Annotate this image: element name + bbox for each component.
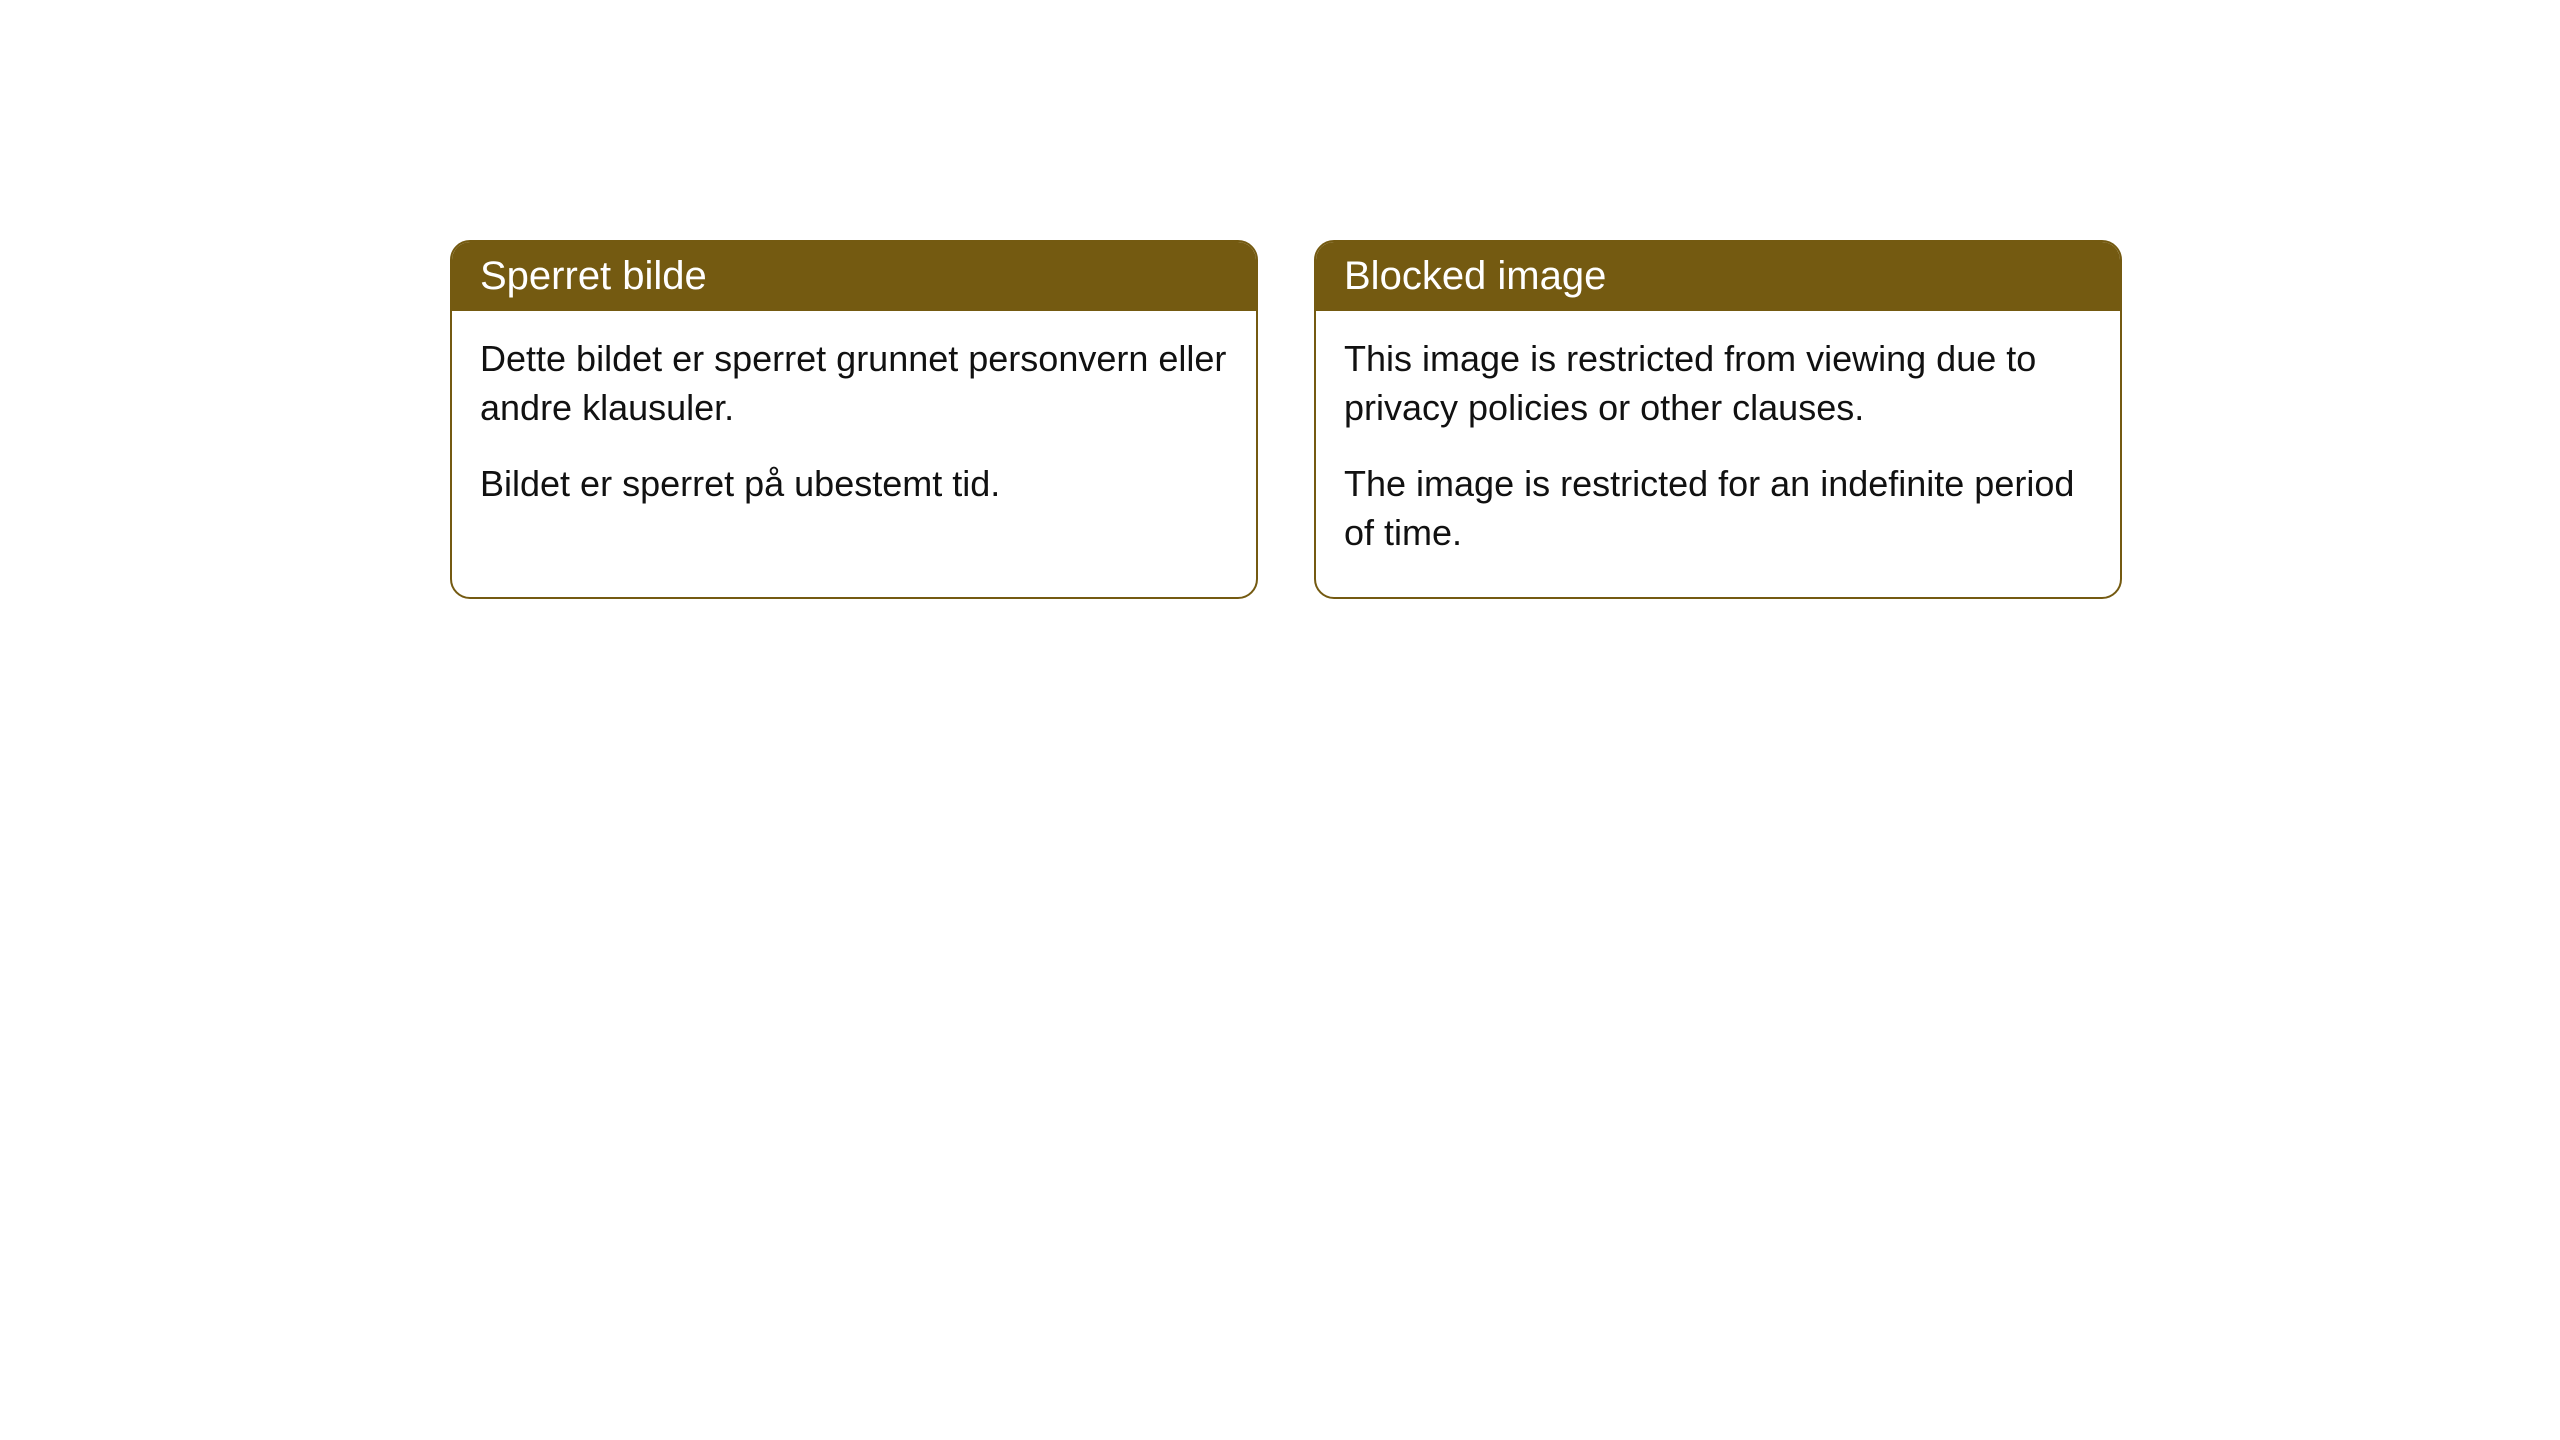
notice-cards-container: Sperret bilde Dette bildet er sperret gr… bbox=[450, 240, 2122, 599]
card-header: Blocked image bbox=[1316, 242, 2120, 311]
card-header: Sperret bilde bbox=[452, 242, 1256, 311]
card-title: Sperret bilde bbox=[480, 254, 707, 298]
card-paragraph: Dette bildet er sperret grunnet personve… bbox=[480, 335, 1228, 432]
card-paragraph: Bildet er sperret på ubestemt tid. bbox=[480, 460, 1228, 509]
card-paragraph: The image is restricted for an indefinit… bbox=[1344, 460, 2092, 557]
notice-card-norwegian: Sperret bilde Dette bildet er sperret gr… bbox=[450, 240, 1258, 599]
card-body: Dette bildet er sperret grunnet personve… bbox=[452, 311, 1256, 549]
notice-card-english: Blocked image This image is restricted f… bbox=[1314, 240, 2122, 599]
card-title: Blocked image bbox=[1344, 254, 1606, 298]
card-paragraph: This image is restricted from viewing du… bbox=[1344, 335, 2092, 432]
card-body: This image is restricted from viewing du… bbox=[1316, 311, 2120, 597]
